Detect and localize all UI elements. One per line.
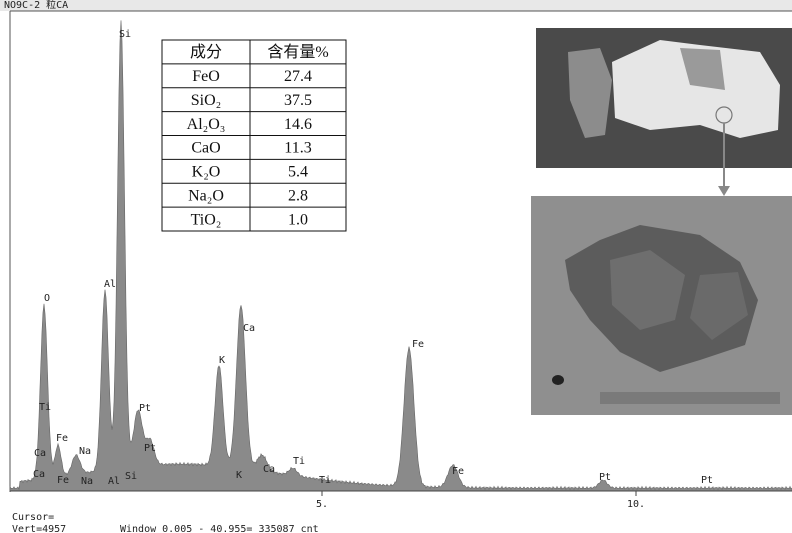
table-cell: 1.0	[288, 211, 308, 228]
peak-label: Al	[104, 279, 116, 290]
window-text: Window 0.005 - 40.955= 335087 cnt	[120, 524, 319, 533]
peak-label: Ca	[33, 469, 45, 480]
table-cell: CaO	[191, 140, 220, 157]
peak-label: Fe	[412, 339, 424, 350]
table-cell: TiO₂	[191, 211, 222, 228]
table-cell: 14.6	[284, 116, 312, 133]
peak-label: Pt	[144, 443, 156, 454]
table-cell: K₂O	[192, 164, 221, 181]
peak-label: Al	[108, 476, 120, 487]
peak-label: Na	[81, 476, 93, 487]
x-tick-label: 10.	[627, 499, 645, 510]
cursor-text: Cursor=	[12, 512, 54, 523]
table-cell: 37.5	[284, 92, 312, 109]
table-cell: 5.4	[288, 164, 308, 181]
title-bar	[0, 0, 792, 11]
micrograph-top	[536, 28, 792, 168]
table-cell: FeO	[192, 68, 220, 85]
peak-label: O	[44, 293, 50, 304]
micrograph-bottom	[531, 196, 792, 415]
table-header: 成分	[190, 43, 222, 61]
composition-table: 成分 含有量% FeO 27.4 SiO₂ 37.5 Al₂O₃ 14.6 CaO 11.3 K₂O…	[161, 39, 347, 232]
peak-label: K	[219, 355, 225, 366]
peak-label: Pt	[139, 403, 151, 414]
peak-label: Fe	[452, 466, 464, 477]
table-header: 含有量%	[267, 43, 328, 61]
peak-label: Na	[79, 446, 91, 457]
peak-label: Ti	[319, 475, 331, 486]
peak-label: K	[236, 470, 242, 481]
window-title: NO9C-2 粒CA	[4, 0, 68, 11]
spectrum	[9, 20, 792, 492]
peak-label: Ti	[293, 456, 305, 467]
peak-label: Ca	[34, 448, 46, 459]
arrow-head	[718, 186, 730, 196]
x-tick-label: 5.	[316, 499, 328, 510]
peak-label: Pt	[701, 475, 713, 486]
table-cell: Al₂O₃	[187, 116, 226, 133]
peak-label: Fe	[56, 433, 68, 444]
peak-label: Fe	[57, 475, 69, 486]
peak-label: Ca	[243, 323, 255, 334]
peak-label: Si	[119, 29, 131, 40]
peak-label: Ti	[39, 402, 51, 413]
table-cell: Na₂O	[188, 187, 224, 204]
table-cell: 11.3	[284, 140, 311, 157]
table-cell: 27.4	[284, 68, 312, 85]
table-cell: 2.8	[288, 187, 308, 204]
vert-text: Vert=4957	[12, 524, 66, 533]
peak-label: Pt	[599, 472, 611, 483]
peak-label: Ca	[263, 464, 275, 475]
peak-label: Si	[125, 471, 137, 482]
table-cell: SiO₂	[191, 92, 221, 109]
